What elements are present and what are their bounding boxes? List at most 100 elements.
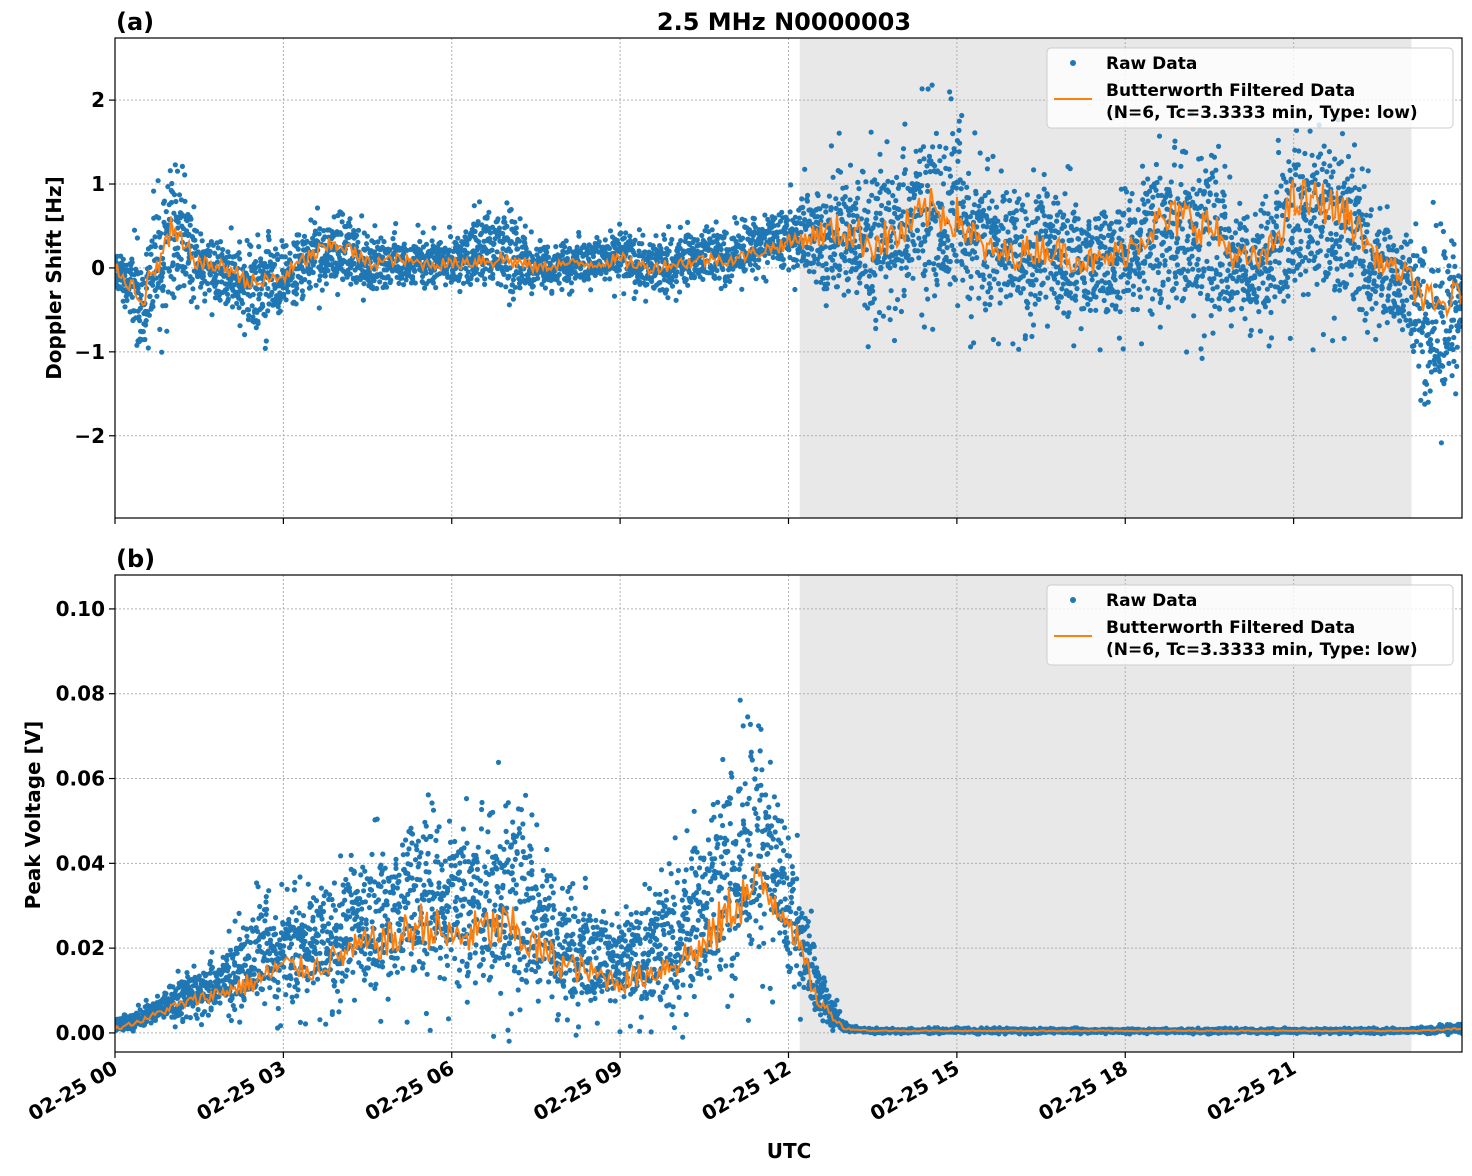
raw-data-point [1319,234,1324,239]
raw-data-point [1121,346,1126,351]
panel-a-label: (a) [116,8,154,36]
raw-data-point [1269,335,1274,340]
raw-data-point [1357,286,1362,291]
raw-data-point [824,286,829,291]
raw-data-point [786,267,791,272]
raw-data-point [719,247,724,252]
raw-data-point [1004,190,1009,195]
raw-data-point [175,169,180,174]
raw-data-point [141,329,146,334]
raw-data-point [430,238,435,243]
raw-data-point [1330,169,1335,174]
raw-data-point [873,318,878,323]
raw-data-point [1281,299,1286,304]
raw-data-point [1249,328,1254,333]
raw-data-point [863,269,868,274]
raw-data-point [1310,153,1315,158]
raw-data-point [1349,174,1354,179]
raw-data-point [1167,246,1172,251]
raw-data-point [1449,324,1454,329]
raw-data-point [1210,331,1215,336]
raw-data-point [1150,195,1155,200]
raw-data-point [1121,211,1126,216]
raw-data-point [443,282,448,287]
raw-data-point [846,276,851,281]
raw-data-point [1234,269,1239,274]
raw-data-point [1402,285,1407,290]
raw-data-point [509,207,514,212]
raw-data-point [843,270,848,275]
raw-data-point [1184,349,1189,354]
raw-data-point [976,296,981,301]
raw-data-point [1054,219,1059,224]
raw-data-point [438,240,443,245]
raw-data-point [961,204,966,209]
raw-data-point [972,250,977,255]
raw-data-point [130,295,135,300]
raw-data-point [678,238,683,243]
raw-data-point [922,324,927,329]
raw-data-point [1093,294,1098,299]
raw-data-point [1061,282,1066,287]
raw-data-point [1377,323,1382,328]
raw-data-point [639,241,644,246]
raw-data-point [1339,159,1344,164]
raw-data-point [284,243,289,248]
raw-data-point [1199,284,1204,289]
raw-data-point [831,275,836,280]
raw-data-point [925,183,930,188]
raw-data-point [998,287,1003,292]
raw-data-point [637,227,642,232]
raw-data-point [1162,200,1167,205]
raw-data-point [488,230,493,235]
raw-data-point [1022,229,1027,234]
raw-data-point [287,251,292,256]
raw-data-point [1125,280,1130,285]
raw-data-point [937,144,942,149]
raw-data-point [1445,269,1450,274]
raw-data-point [1438,221,1443,226]
raw-data-point [300,288,305,293]
raw-data-point [522,236,527,241]
raw-data-point [800,205,805,210]
raw-data-point [1408,239,1413,244]
raw-data-point [1201,266,1206,271]
raw-data-point [949,96,954,101]
raw-data-point [219,252,224,257]
raw-data-point [1333,250,1338,255]
raw-data-point [981,277,986,282]
raw-data-point [1213,168,1218,173]
raw-data-point [1019,234,1024,239]
raw-data-point [1190,267,1195,272]
raw-data-point [183,271,188,276]
raw-data-point [948,282,953,287]
raw-data-point [1222,212,1227,217]
raw-data-point [1110,236,1115,241]
raw-data-point [171,277,176,282]
raw-data-point [1217,306,1222,311]
raw-data-point [514,231,519,236]
raw-data-point [1145,286,1150,291]
raw-data-point [1420,349,1425,354]
raw-data-point [890,193,895,198]
raw-data-point [1020,202,1025,207]
raw-data-point [643,299,648,304]
y-axis-label-b: Peak Voltage [V] [21,721,45,910]
raw-data-point [294,282,299,287]
raw-data-point [122,304,127,309]
raw-data-point [1093,308,1098,313]
raw-data-point [1439,440,1444,445]
raw-data-point [334,270,339,275]
raw-data-point [1320,167,1325,172]
raw-data-point [1008,293,1013,298]
raw-data-point [1406,311,1411,316]
raw-data-point [915,248,920,253]
raw-data-point [503,284,508,289]
raw-data-point [1136,207,1141,212]
raw-data-point [1319,229,1324,234]
raw-data-point [475,277,480,282]
raw-data-point [863,179,868,184]
raw-data-point [825,275,830,280]
raw-data-point [864,217,869,222]
raw-data-point [971,340,976,345]
